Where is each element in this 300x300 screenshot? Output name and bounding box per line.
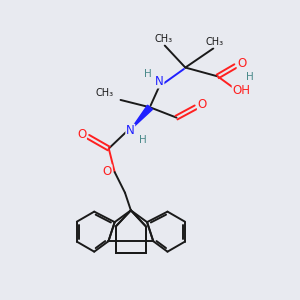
Text: H: H [140,135,147,145]
Text: N: N [126,124,135,137]
Text: N: N [155,75,164,88]
Text: O: O [103,165,112,178]
Text: O: O [237,57,247,70]
Text: CH₃: CH₃ [154,34,172,44]
Text: CH₃: CH₃ [96,88,114,98]
Polygon shape [131,105,152,129]
Text: CH₃: CH₃ [206,37,224,47]
Text: O: O [77,128,86,141]
Text: H: H [144,69,152,79]
Text: H: H [246,72,254,82]
Text: OH: OH [232,84,250,97]
Text: O: O [197,98,207,111]
